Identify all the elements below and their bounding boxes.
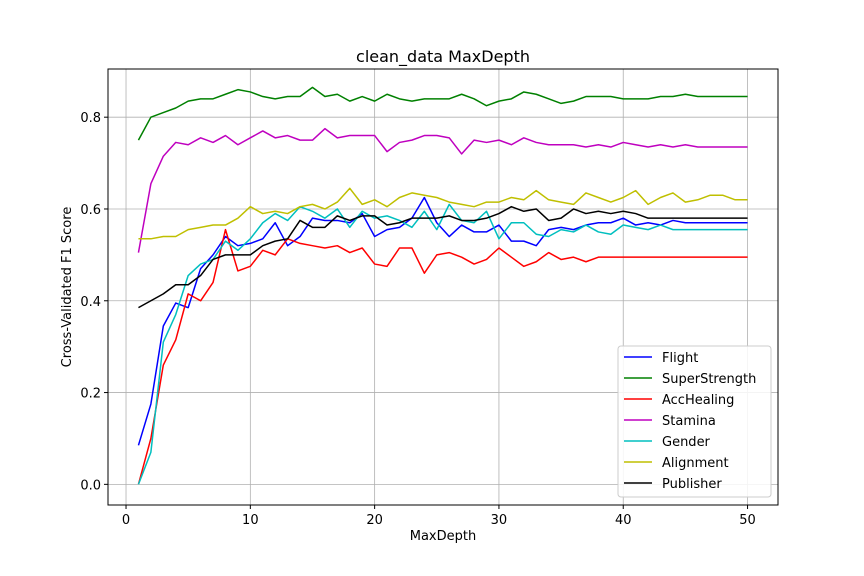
axis-ticks: 0 10 20 30 40 50 0.0 0.2 0.4 0.6 0.8	[80, 111, 756, 528]
x-tick-label: 0	[122, 513, 130, 528]
legend-label-flight: Flight	[662, 351, 698, 366]
x-axis-label: MaxDepth	[410, 529, 476, 544]
legend-label-alignment: Alignment	[662, 456, 729, 471]
legend-box	[617, 345, 772, 498]
legend-label-stamina: Stamina	[662, 414, 716, 429]
series-line-flight	[137, 196, 748, 446]
x-tick-label: 30	[491, 513, 508, 528]
series-line-superstrength	[137, 86, 748, 141]
legend-label-acchealing: AccHealing	[662, 393, 734, 408]
plot-frame	[107, 68, 779, 506]
series-lines	[137, 86, 748, 485]
legend-label-superstrength: SuperStrength	[662, 372, 756, 387]
x-tick-label: 10	[242, 513, 259, 528]
y-tick-label: 0.6	[80, 203, 101, 218]
x-tick-label: 20	[366, 513, 383, 528]
y-tick-label: 0.8	[80, 111, 101, 126]
legend: Flight SuperStrength AccHealing Stamina Gend…	[617, 345, 772, 498]
series-line-acchealing	[137, 228, 748, 485]
y-tick-label: 0.0	[80, 478, 101, 493]
series-line-publisher	[138, 205, 748, 309]
x-tick-label: 50	[739, 513, 756, 528]
series-line-alignment	[138, 187, 748, 240]
legend-label-publisher: Publisher	[662, 477, 722, 492]
grid-lines	[108, 69, 778, 505]
x-tick-label: 40	[615, 513, 632, 528]
y-axis-label: Cross-Validated F1 Score	[60, 207, 75, 368]
chart-title: clean_data MaxDepth	[356, 47, 530, 67]
series-line-stamina	[137, 127, 748, 253]
y-tick-label: 0.2	[80, 387, 101, 402]
legend-label-gender: Gender	[662, 435, 711, 450]
y-tick-label: 0.4	[80, 295, 101, 310]
